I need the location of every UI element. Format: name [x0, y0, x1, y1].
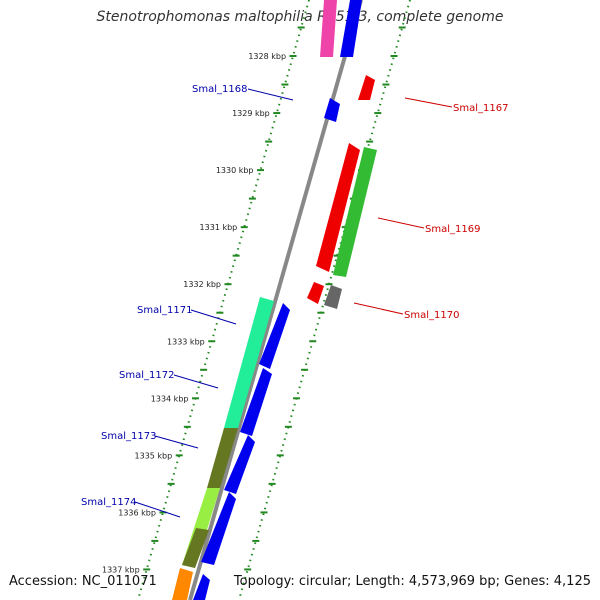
- scale-labels: 1328 kbp 1329 kbp 1330 kbp 1331 kbp 1332 kbp…: [102, 52, 286, 574]
- scale-label: 1332 kbp: [183, 280, 221, 289]
- gene-olive-lower[interactable]: [182, 528, 209, 568]
- gene-smal-1171[interactable]: [224, 297, 274, 428]
- gene-smal-1168[interactable]: [324, 98, 340, 122]
- gene-blue-top[interactable]: [340, 0, 362, 57]
- scale-label: 1337 kbp: [102, 565, 140, 574]
- scale-label: 1328 kbp: [248, 52, 286, 61]
- gene-label-smal-1167[interactable]: Smal_1167: [453, 103, 508, 114]
- gene-smal-1169[interactable]: [333, 147, 377, 277]
- gene-pink[interactable]: [320, 0, 337, 57]
- scale-label: 1334 kbp: [151, 394, 189, 403]
- gene-label-smal-1168[interactable]: Smal_1168: [192, 84, 247, 95]
- scale-label: 1335 kbp: [135, 451, 173, 460]
- gene-label-smal-1171[interactable]: Smal_1171: [137, 305, 192, 316]
- gene-label-smal-1169[interactable]: Smal_1169: [425, 224, 480, 235]
- topology-text: Topology: circular; Length: 4,573,969 bp…: [233, 574, 591, 589]
- gene-orange[interactable]: [172, 568, 193, 600]
- gene-blue-1171[interactable]: [259, 303, 290, 369]
- accession-text: Accession: NC_011071: [9, 574, 157, 589]
- gene-features: [172, 0, 377, 600]
- gene-smal-1173[interactable]: [207, 428, 238, 488]
- scale-label: 1336 kbp: [118, 508, 156, 517]
- map-title: Stenotrophomonas maltophilia R551-3, com…: [96, 9, 504, 25]
- gene-red-small[interactable]: [307, 282, 324, 304]
- gene-smal-1172[interactable]: [240, 368, 272, 436]
- gene-label-lines: [134, 88, 453, 518]
- gene-label-smal-1174[interactable]: Smal_1174: [81, 497, 136, 508]
- gene-labels: Smal_1167 Smal_1169 Smal_1170 Smal_1168 …: [81, 84, 508, 508]
- scale-label: 1329 kbp: [232, 109, 270, 118]
- scale-label: 1333 kbp: [167, 337, 205, 346]
- gene-label-smal-1170[interactable]: Smal_1170: [404, 310, 459, 321]
- gene-label-smal-1172[interactable]: Smal_1172: [119, 370, 174, 381]
- gene-blue-1174[interactable]: [201, 492, 236, 565]
- scale-label: 1330 kbp: [216, 166, 254, 175]
- gene-smal-1167[interactable]: [358, 75, 375, 100]
- gene-smal-1170[interactable]: [324, 285, 342, 309]
- gene-label-smal-1173[interactable]: Smal_1173: [101, 431, 156, 442]
- gene-blue-bottom[interactable]: [193, 574, 210, 600]
- gene-blue-1173[interactable]: [224, 435, 255, 494]
- scale-label: 1331 kbp: [200, 223, 238, 232]
- gene-red-long[interactable]: [316, 143, 360, 272]
